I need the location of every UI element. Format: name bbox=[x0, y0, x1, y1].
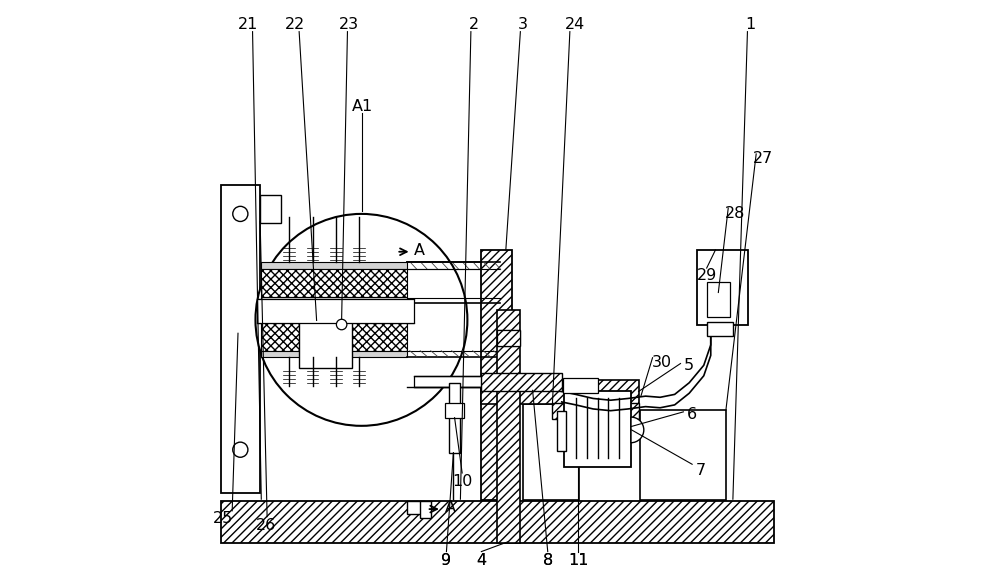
Bar bbox=[261, 323, 407, 351]
Bar bbox=[261, 262, 407, 269]
Text: 25: 25 bbox=[213, 511, 234, 526]
Bar bbox=[260, 195, 281, 223]
Text: 22: 22 bbox=[285, 17, 305, 32]
Text: 2: 2 bbox=[469, 17, 479, 32]
Bar bbox=[481, 250, 512, 500]
Bar bbox=[449, 383, 460, 453]
Bar bbox=[257, 300, 414, 323]
Text: 23: 23 bbox=[339, 17, 359, 32]
Text: 29: 29 bbox=[697, 267, 717, 283]
Text: A: A bbox=[414, 243, 425, 258]
Text: 21: 21 bbox=[238, 17, 259, 32]
Text: 27: 27 bbox=[753, 151, 773, 166]
Text: 4: 4 bbox=[476, 553, 486, 568]
Text: A: A bbox=[444, 500, 455, 515]
Text: 8: 8 bbox=[543, 553, 553, 568]
Text: 3: 3 bbox=[518, 17, 528, 32]
Circle shape bbox=[233, 442, 248, 457]
Bar bbox=[221, 501, 774, 543]
Bar bbox=[481, 373, 562, 391]
Text: 9: 9 bbox=[441, 553, 451, 568]
Bar bbox=[420, 501, 431, 518]
Bar bbox=[523, 404, 579, 500]
Bar bbox=[261, 269, 407, 297]
Bar bbox=[497, 310, 520, 543]
Text: 28: 28 bbox=[725, 207, 745, 221]
Bar bbox=[261, 297, 407, 303]
Text: 4: 4 bbox=[476, 553, 486, 568]
Bar bbox=[481, 380, 639, 404]
Bar bbox=[497, 330, 520, 346]
Text: 11: 11 bbox=[568, 553, 588, 568]
Text: 26: 26 bbox=[256, 518, 276, 533]
Text: 8: 8 bbox=[543, 553, 553, 568]
Text: 6: 6 bbox=[687, 407, 697, 422]
Bar bbox=[640, 410, 726, 500]
Text: 1: 1 bbox=[745, 17, 755, 32]
Bar bbox=[445, 403, 464, 418]
Bar bbox=[407, 501, 424, 514]
Bar bbox=[557, 411, 566, 451]
Text: A1: A1 bbox=[351, 99, 373, 113]
Text: 7: 7 bbox=[696, 463, 706, 477]
Bar bbox=[552, 403, 639, 419]
Bar bbox=[564, 391, 631, 467]
Text: 9: 9 bbox=[441, 553, 451, 568]
Bar bbox=[299, 322, 352, 368]
Bar bbox=[563, 378, 598, 393]
Text: 5: 5 bbox=[684, 358, 694, 373]
Circle shape bbox=[255, 214, 467, 426]
Circle shape bbox=[336, 319, 347, 330]
Bar bbox=[221, 185, 260, 493]
Wedge shape bbox=[631, 417, 644, 443]
Circle shape bbox=[233, 207, 248, 222]
Bar bbox=[697, 250, 748, 325]
Text: 11: 11 bbox=[568, 553, 588, 568]
Text: 24: 24 bbox=[564, 17, 585, 32]
Bar bbox=[707, 282, 730, 317]
Bar bbox=[497, 330, 520, 346]
Text: 10: 10 bbox=[452, 474, 472, 489]
Text: 30: 30 bbox=[652, 355, 672, 370]
Bar bbox=[261, 351, 407, 356]
Bar bbox=[414, 376, 500, 387]
Bar bbox=[707, 322, 733, 336]
